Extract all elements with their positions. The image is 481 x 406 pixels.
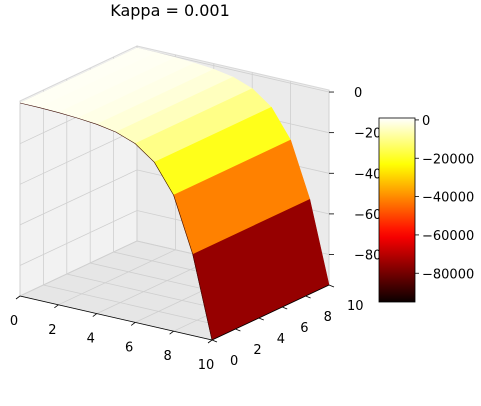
colorbar-tick-label: −60000 [422, 229, 474, 244]
y-axis-line [211, 284, 330, 341]
y-tick-mark [258, 317, 264, 321]
x-tick-mark [15, 295, 21, 300]
x-tick-mark [130, 322, 136, 326]
y-tick-mark [282, 306, 288, 310]
y-tick-mark [328, 284, 335, 288]
colorbar-tick-label: −20000 [422, 152, 474, 167]
y-tick-label: 4 [277, 332, 285, 347]
x-tick-mark [169, 330, 174, 335]
surface-edge [19, 102, 213, 341]
y-tick-mark [211, 339, 218, 343]
y-tick-label: 2 [253, 343, 261, 358]
x-tick-label: 10 [198, 358, 215, 373]
y-tick-mark [235, 328, 241, 332]
chart-title: Kappa = 0.001 [110, 1, 230, 20]
x-tick-label: 6 [125, 340, 133, 355]
x-tick-label: 4 [87, 332, 95, 347]
y-tick-label: 8 [324, 310, 332, 325]
y-tick-label: 10 [347, 299, 364, 314]
x-tick-mark [92, 313, 98, 317]
y-tick-label: 0 [230, 354, 238, 369]
x-tick-mark [54, 304, 59, 309]
grid-line-y [43, 90, 236, 330]
grid-line-y [66, 79, 259, 319]
colorbar-tick-label: 0 [422, 114, 430, 129]
colorbar [378, 117, 416, 303]
x-tick-label: 8 [163, 349, 171, 364]
colorbar-tick-label: −80000 [422, 267, 474, 282]
y-tick-mark [305, 295, 311, 299]
y-tick-label: 6 [300, 321, 308, 336]
x-tick-label: 2 [48, 323, 56, 338]
x-tick-mark [207, 339, 213, 344]
x-tick-label: 0 [10, 314, 18, 329]
colorbar-tick-label: −40000 [422, 191, 474, 206]
z-tick-label: 0 [354, 86, 362, 101]
x-axis-line [19, 295, 213, 341]
